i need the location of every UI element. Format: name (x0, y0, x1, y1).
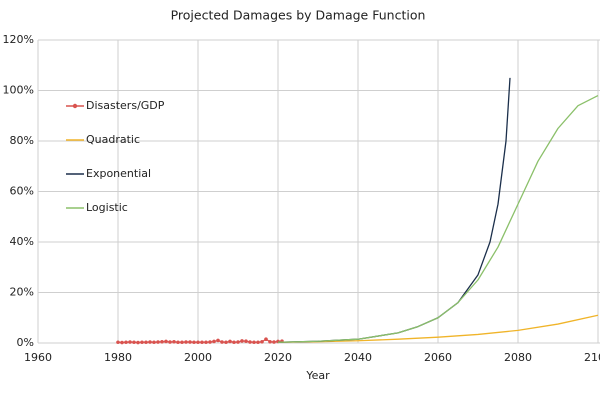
series-marker (204, 340, 208, 345)
legend-label: Disasters/GDP (86, 99, 165, 112)
series-marker (180, 340, 184, 345)
series-marker (228, 339, 232, 344)
x-tick-label: 2100 (584, 351, 600, 364)
y-tick-label: 80% (10, 134, 34, 147)
series-marker (128, 340, 132, 344)
series-line (277, 314, 599, 343)
series-marker (136, 340, 140, 345)
series-marker (244, 339, 248, 344)
series-line (277, 94, 599, 343)
series-marker (224, 340, 228, 345)
x-axis-label: Year (305, 369, 330, 382)
series-marker (132, 340, 136, 345)
series-marker (152, 340, 156, 345)
series-marker (124, 340, 128, 345)
series-marker (212, 339, 216, 344)
y-tick-label: 60% (10, 185, 34, 198)
y-tick-label: 40% (10, 235, 34, 248)
series-line (277, 77, 511, 343)
series-marker (160, 339, 164, 344)
y-tick-label: 20% (10, 286, 34, 299)
series-marker (272, 340, 276, 344)
legend-label: Quadratic (86, 133, 140, 146)
series-marker (168, 340, 172, 344)
x-tick-label: 1960 (24, 351, 52, 364)
series-marker (240, 339, 244, 343)
chart-title: Projected Damages by Damage Function (171, 8, 426, 23)
series-marker (172, 339, 176, 344)
x-tick-label: 2020 (264, 351, 292, 364)
x-tick-label: 1980 (104, 351, 132, 364)
series-marker (156, 340, 160, 344)
series-marker (264, 337, 268, 342)
series-marker (248, 340, 252, 344)
series-marker (220, 340, 224, 344)
series-marker (196, 340, 200, 345)
x-tick-label: 2060 (424, 351, 452, 364)
series-marker (116, 340, 120, 345)
y-tick-label: 100% (3, 84, 34, 97)
series-marker (256, 340, 260, 345)
legend-label: Logistic (86, 201, 128, 214)
series-marker (176, 340, 180, 345)
series-marker (144, 340, 148, 345)
series-marker (192, 340, 196, 345)
series-marker (216, 338, 220, 343)
legend-label: Exponential (86, 167, 151, 180)
x-tick-label: 2080 (504, 351, 532, 364)
series-marker (236, 340, 240, 344)
series-marker (164, 339, 168, 344)
series-marker (208, 340, 212, 344)
series-marker (148, 340, 152, 344)
series-marker (268, 339, 272, 344)
series-marker (140, 340, 144, 345)
series-marker (188, 340, 192, 344)
series-marker (232, 340, 236, 345)
series-marker (252, 340, 256, 345)
series-marker (200, 340, 204, 345)
legend-marker (72, 103, 78, 109)
series-marker (120, 340, 124, 345)
y-tick-label: 120% (3, 33, 34, 46)
series-marker (184, 340, 188, 344)
x-tick-label: 2040 (344, 351, 372, 364)
series-marker (260, 339, 264, 344)
y-tick-label: 0% (17, 336, 34, 349)
x-tick-label: 2000 (184, 351, 212, 364)
